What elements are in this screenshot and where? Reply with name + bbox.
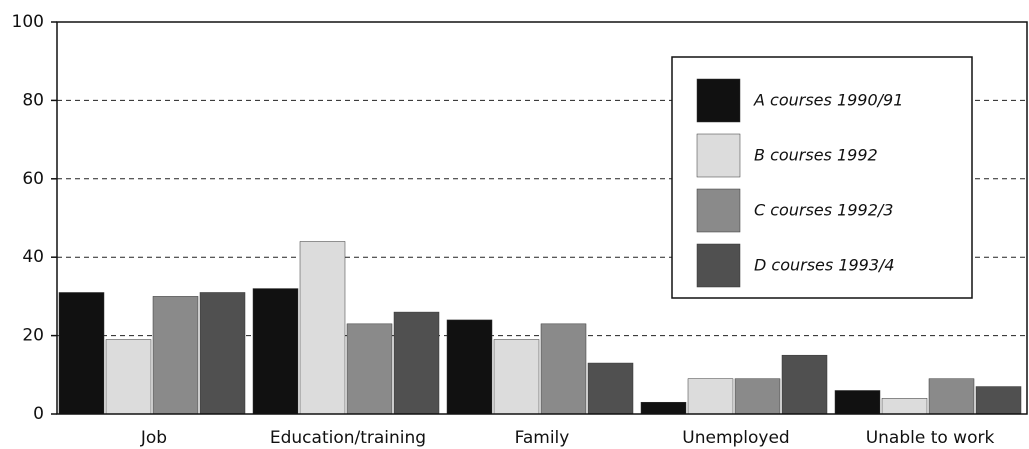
legend-label: B courses 1992 xyxy=(754,146,878,165)
bar xyxy=(928,378,975,415)
legend-label: C courses 1992/3 xyxy=(754,201,893,220)
x-tick-label: Unable to work xyxy=(866,428,995,448)
legend-swatch xyxy=(696,243,741,288)
bar xyxy=(881,398,928,415)
x-tick-label: Family xyxy=(515,428,570,448)
legend-label: A courses 1990/91 xyxy=(753,91,903,110)
bar xyxy=(346,323,393,415)
y-tick-label: 80 xyxy=(22,90,44,110)
legend-swatch xyxy=(696,133,741,178)
bar xyxy=(299,241,346,415)
legend-swatch xyxy=(696,188,741,233)
bar xyxy=(446,319,493,415)
bar xyxy=(640,401,687,415)
bar xyxy=(781,354,828,415)
bar xyxy=(587,362,634,415)
y-tick-label: 60 xyxy=(22,169,44,189)
y-tick-label: 40 xyxy=(22,247,44,267)
bar xyxy=(105,339,152,415)
y-tick-label: 0 xyxy=(33,404,44,424)
bar xyxy=(58,292,105,415)
bar xyxy=(393,311,440,415)
bar xyxy=(493,339,540,415)
bar xyxy=(540,323,587,415)
legend-label: D courses 1993/4 xyxy=(754,256,895,275)
bar xyxy=(734,378,781,415)
bar xyxy=(252,288,299,415)
bar xyxy=(152,296,199,415)
y-tick-label: 100 xyxy=(12,12,44,32)
legend-swatch xyxy=(696,78,741,123)
x-tick-label: Job xyxy=(140,428,167,448)
bar xyxy=(687,378,734,415)
x-tick-label: Education/training xyxy=(270,428,426,448)
plot-frame xyxy=(56,21,1028,415)
x-tick-label: Unemployed xyxy=(682,428,789,448)
bar xyxy=(199,292,246,415)
bar xyxy=(975,386,1022,415)
bar xyxy=(834,390,881,415)
y-tick-label: 20 xyxy=(22,326,44,346)
